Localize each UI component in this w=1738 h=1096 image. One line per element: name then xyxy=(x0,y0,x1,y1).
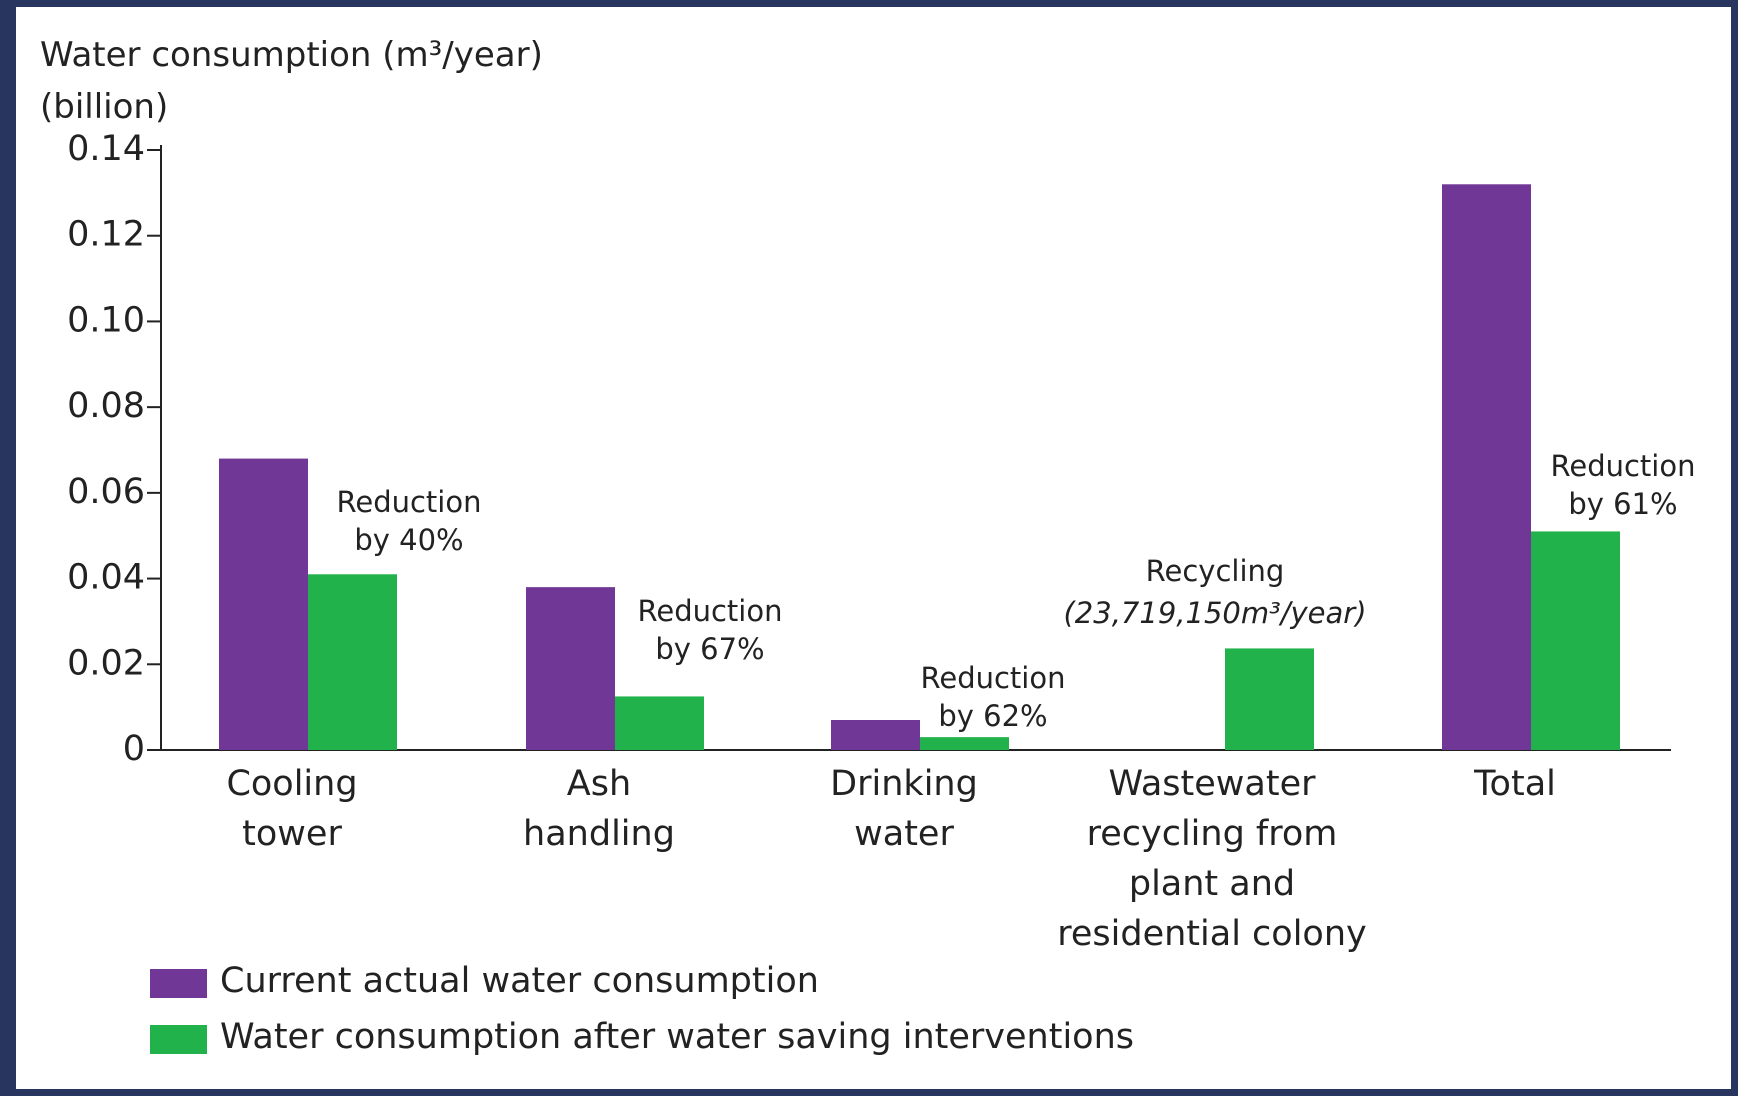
legend-label: Current actual water consumption xyxy=(220,961,819,1001)
bar xyxy=(831,720,920,750)
y-tick-label: 0 xyxy=(123,729,145,769)
y-tick-label: 0.14 xyxy=(67,129,145,169)
bar xyxy=(920,737,1009,750)
bar xyxy=(615,696,704,750)
x-tick-label: Ash handling xyxy=(523,764,675,854)
legend-swatch xyxy=(150,1025,207,1054)
y-tick-label: 0.10 xyxy=(67,300,145,340)
chart-subtitle: (billion) xyxy=(40,87,169,127)
bar xyxy=(1225,648,1314,750)
annotation: Reduction by 61% xyxy=(1550,449,1696,521)
annotation: Recycling xyxy=(1145,554,1285,588)
y-tick-label: 0.12 xyxy=(67,215,145,255)
bar xyxy=(526,587,615,750)
legend-label: Water consumption after water saving int… xyxy=(220,1017,1134,1057)
bar xyxy=(308,574,397,750)
x-tick-label: Wastewater recycling from plant and resi… xyxy=(1057,764,1367,954)
annotation: Reduction by 40% xyxy=(336,485,482,557)
x-tick-label: Cooling tower xyxy=(226,764,358,854)
x-tick-label: Drinking water xyxy=(830,764,978,854)
y-tick-label: 0.06 xyxy=(67,472,145,512)
y-tick-label: 0.08 xyxy=(67,386,145,426)
y-tick-label: 0.04 xyxy=(67,558,145,598)
bar xyxy=(219,458,308,750)
x-tick-label: Total xyxy=(1474,764,1556,804)
legend-swatch xyxy=(150,969,207,998)
chart-title: Water consumption (m³/year) xyxy=(40,35,543,75)
annotation: Reduction by 67% xyxy=(637,594,783,666)
bar xyxy=(1442,184,1531,751)
annotation: (23,719,150m³/year) xyxy=(1063,596,1367,630)
bar xyxy=(1531,531,1620,750)
plot: 0 0.02 0.04 0.06 0.08 0.10 0.12 0.14 xyxy=(67,129,1671,1054)
y-tick-label: 0.02 xyxy=(67,643,145,683)
annotation: Reduction by 62% xyxy=(920,661,1066,733)
